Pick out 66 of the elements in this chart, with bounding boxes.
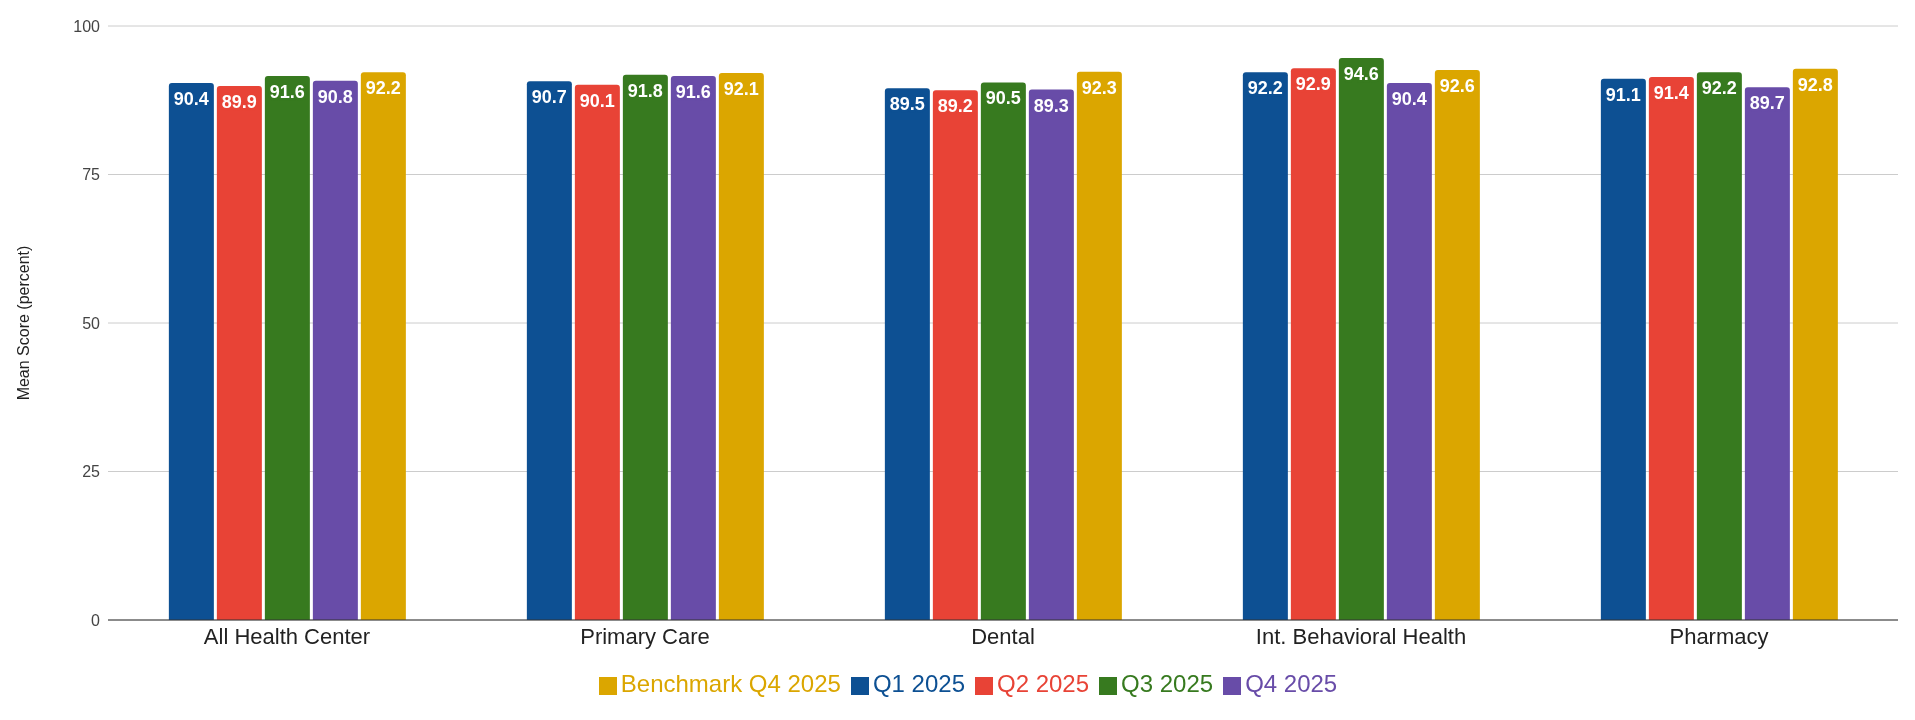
legend-label: Q2 2025	[996, 670, 1090, 697]
bar	[932, 90, 978, 620]
bar	[360, 72, 406, 620]
x-tick-label: Pharmacy	[1669, 623, 1769, 649]
data-label: 91.4	[1653, 83, 1689, 104]
data-label: 90.8	[317, 86, 353, 107]
bar	[1600, 78, 1646, 620]
data-label: 91.8	[627, 80, 663, 101]
bar	[264, 75, 310, 620]
bar	[574, 84, 620, 620]
data-label: 90.1	[579, 90, 615, 111]
data-label: 92.6	[1439, 75, 1475, 96]
data-label: 92.8	[1797, 74, 1833, 95]
x-tick-label: Dental	[971, 623, 1035, 649]
x-tick-label: Primary Care	[580, 623, 710, 649]
legend-label: Q3 2025	[1121, 670, 1214, 697]
bar	[216, 85, 262, 620]
bar	[1696, 72, 1742, 620]
bar	[1744, 87, 1790, 620]
bar	[1290, 68, 1336, 620]
bar	[168, 83, 214, 620]
bar	[622, 74, 668, 620]
y-tick-label: 0	[91, 611, 101, 629]
data-label: 92.2	[1701, 78, 1737, 99]
data-label: 92.2	[365, 78, 401, 99]
data-label: 89.2	[937, 96, 973, 117]
bar	[1434, 69, 1480, 620]
bar	[312, 80, 358, 620]
data-label: 91.1	[1605, 84, 1641, 105]
y-tick-label: 100	[73, 17, 101, 35]
y-tick-label: 25	[82, 463, 101, 481]
data-label: 94.6	[1343, 64, 1379, 85]
bar	[1386, 83, 1432, 620]
bar	[670, 75, 716, 620]
y-axis-title: Mean Score (percent)	[14, 245, 32, 401]
data-label: 90.4	[1391, 89, 1427, 110]
bar	[526, 81, 572, 620]
x-tick-label: All Health Center	[203, 623, 371, 649]
data-label: 89.5	[889, 94, 925, 115]
data-label: 90.7	[531, 87, 567, 108]
y-tick-label: 50	[82, 314, 101, 332]
bar	[1242, 72, 1288, 620]
data-label: 92.9	[1295, 74, 1331, 95]
data-label: 89.9	[221, 91, 257, 112]
bar	[1338, 58, 1384, 620]
bar	[980, 82, 1026, 620]
data-label: 91.6	[269, 81, 305, 102]
legend-label: Q4 2025	[1245, 670, 1338, 697]
data-label: 89.3	[1033, 95, 1069, 116]
data-label: 90.4	[173, 89, 209, 110]
data-label: 91.6	[675, 81, 711, 102]
data-label: 89.7	[1749, 93, 1785, 114]
data-label: 92.2	[1247, 78, 1283, 99]
legend-label: Q1 2025	[872, 670, 965, 697]
bar	[884, 88, 930, 620]
data-label: 92.3	[1081, 77, 1117, 98]
bar	[1028, 89, 1074, 620]
bar	[718, 72, 764, 620]
y-tick-label: 75	[82, 166, 101, 184]
legend-label: Benchmark Q4 2025	[620, 670, 841, 697]
data-label: 90.5	[985, 88, 1021, 109]
bar	[1792, 68, 1838, 620]
bar	[1648, 77, 1694, 620]
x-tick-label: Int. Behavioral Health	[1255, 623, 1467, 649]
data-label: 92.1	[723, 78, 759, 99]
bar	[1076, 71, 1122, 620]
